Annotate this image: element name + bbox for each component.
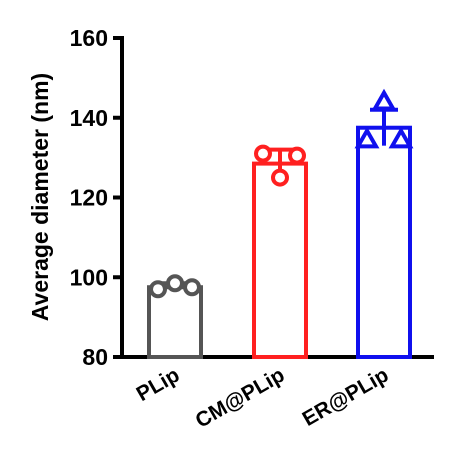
x-tick-label: CM@PLip: [192, 363, 289, 432]
data-point: [271, 168, 289, 187]
y-tick-label: 140: [70, 105, 108, 131]
category-labels: PLip CM@PLip ER@PLip: [133, 363, 393, 432]
y-tick-label: 80: [82, 344, 108, 370]
data-point: [254, 144, 272, 163]
bar-er-plip: [356, 125, 412, 359]
data-point: [149, 280, 167, 299]
bar-cm-plip: [252, 161, 308, 359]
y-axis-label: Average diameter (nm): [27, 73, 53, 321]
x-tick-label: PLip: [133, 363, 184, 406]
y-tick-label: 120: [70, 185, 108, 211]
data-point: [388, 126, 414, 149]
bar-plip: [147, 285, 203, 359]
data-point: [354, 126, 380, 149]
y-tick-label: 160: [70, 25, 108, 51]
bars: [147, 88, 414, 359]
data-point: [288, 146, 306, 165]
data-point: [166, 274, 184, 293]
data-point: [371, 88, 397, 111]
y-tick-label: 100: [70, 264, 108, 290]
data-point: [183, 278, 201, 297]
x-tick-label: ER@PLip: [299, 363, 393, 430]
